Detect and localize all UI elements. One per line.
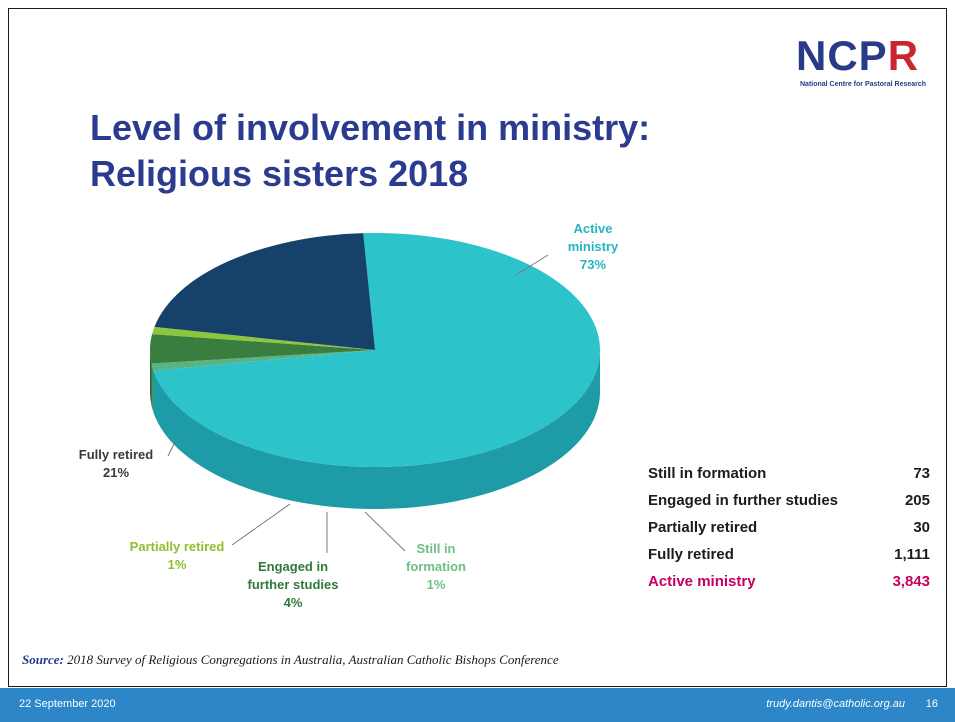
slide-frame (8, 8, 947, 687)
slide-title: Level of involvement in ministry: Religi… (90, 105, 650, 197)
pie-slice-still-in-formation (151, 350, 375, 371)
leader-line-1 (364, 511, 406, 552)
pie-slice-fully-retired (154, 233, 375, 350)
table-row: Fully retired 1,111 (648, 541, 930, 568)
title-line-2: Religious sisters 2018 (90, 153, 469, 194)
pie-side-engaged-in-further-studies (150, 350, 152, 406)
table-row-label: Partially retired (648, 519, 758, 536)
table-row-value: 3,843 (892, 573, 930, 590)
label-line: 73% (579, 257, 607, 272)
title-line-1: Level of involvement in ministry: (90, 107, 651, 148)
table-row-label: Engaged in further studies (648, 492, 839, 509)
label-line: 21% (102, 465, 130, 480)
label-line: Engaged in (257, 559, 329, 574)
pie-sides (150, 350, 601, 510)
table-row-value: 205 (904, 492, 930, 509)
leader-line-0 (515, 254, 549, 276)
table-row: Engaged in further studies 205 (648, 487, 930, 514)
table-row-label: Fully retired (648, 546, 734, 563)
pie-side-still-in-formation (151, 363, 154, 413)
table-row-label: Active ministry (648, 573, 756, 590)
label-partially-retired: Partially retired 1% (112, 538, 242, 574)
table-row-value: 73 (913, 465, 930, 482)
label-line: Fully retired (78, 447, 154, 462)
label-line: further studies (247, 577, 339, 592)
footer-email: trudy.dantis@catholic.org.au (766, 698, 905, 710)
footer-bar: 22 September 2020 trudy.dantis@catholic.… (0, 688, 955, 722)
label-line: Partially retired (129, 539, 225, 554)
ncpr-logo: NCPR National Centre for Pastoral Resear… (796, 27, 948, 117)
table-row-label: Still in formation (648, 465, 767, 482)
table-row: Partially retired 30 (648, 514, 930, 541)
footer-date: 22 September 2020 (19, 698, 116, 710)
label-further-studies: Engaged in further studies 4% (238, 558, 348, 612)
logo-subtitle: National Centre for Pastoral Research (800, 81, 927, 88)
table-row: Active ministry 3,843 (648, 568, 930, 595)
table-row-value: 30 (913, 519, 930, 536)
label-line: formation (406, 559, 466, 574)
label-line: 1% (167, 557, 187, 572)
counts-table: Still in formation 73 Engaged in further s… (648, 460, 930, 595)
page-number: 16 (925, 698, 938, 710)
logo-mark: NCPR (796, 32, 920, 79)
pie-slice-active-ministry (153, 233, 600, 467)
source-note: Source: 2018 Survey of Religious Congreg… (22, 652, 559, 667)
label-line: 4% (283, 595, 303, 610)
label-line: ministry (567, 239, 619, 254)
pie-side-active-ministry (153, 350, 601, 510)
table-row: Still in formation 73 (648, 460, 930, 487)
label-still-in-formation: Still in formation 1% (398, 540, 474, 594)
label-fully-retired: Fully retired 21% (68, 446, 164, 482)
pie-chart (150, 233, 601, 553)
pie-top (150, 233, 600, 467)
leader-line-4 (167, 439, 177, 457)
leader-line-3 (231, 503, 291, 546)
label-line: Active (573, 221, 613, 236)
pie-slice-engaged-in-further-studies (150, 334, 375, 364)
label-line: Still in (416, 541, 456, 556)
label-active-ministry: Active ministry 73% (548, 220, 638, 274)
pie-slice-partially-retired (152, 326, 375, 350)
label-line: 1% (426, 577, 446, 592)
table-row-value: 1,111 (894, 546, 930, 563)
